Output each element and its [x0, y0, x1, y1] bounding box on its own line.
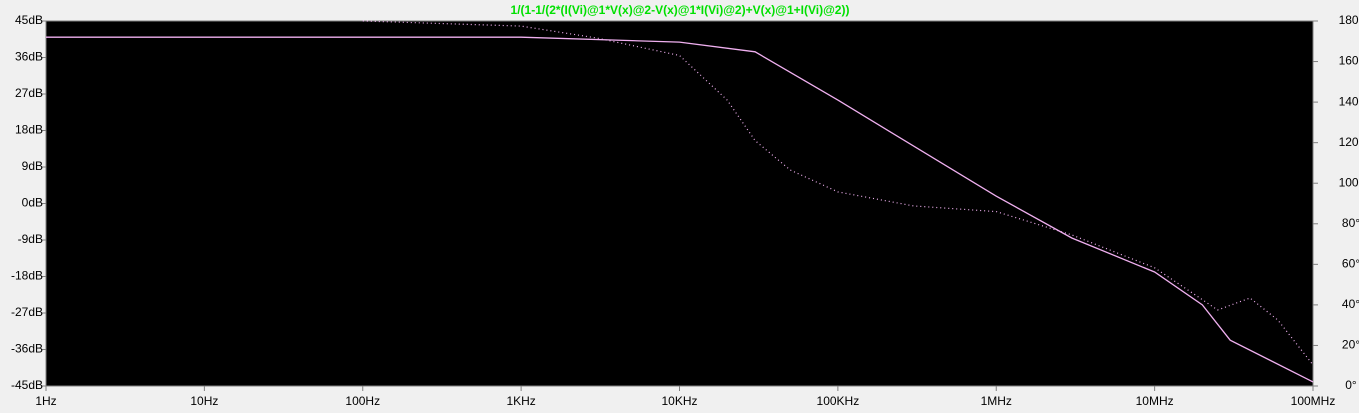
y-tick-label: 0dB	[22, 196, 43, 210]
y-tick-label: 27dB	[15, 86, 43, 100]
y2-tick-label: 40°	[1342, 297, 1359, 311]
x-tick-label: 10MHz	[1136, 394, 1174, 408]
y2-tick-label: 80°	[1342, 216, 1359, 230]
y-tick-label: 18dB	[15, 123, 43, 137]
y-tick-label: 36dB	[15, 50, 43, 64]
x-tick-label: 100MHz	[1291, 394, 1336, 408]
chart-title: 1/(1-1/(2*(I(Vi)@1*V(x)@2-V(x)@1*I(Vi)@2…	[511, 3, 850, 17]
y2-tick-label: 140°	[1339, 94, 1359, 108]
y2-tick-label: 160°	[1339, 54, 1359, 68]
x-tick-label: 1Hz	[35, 394, 56, 408]
y-tick-label: -27dB	[11, 305, 43, 319]
y-tick-label: -36dB	[11, 342, 43, 356]
y2-tick-label: 180°	[1339, 13, 1359, 27]
y2-tick-label: 60°	[1342, 257, 1359, 271]
y-tick-label: -18dB	[11, 269, 43, 283]
plot-area	[45, 20, 1314, 387]
y2-tick-label: 20°	[1342, 338, 1359, 352]
x-tick-label: 100Hz	[345, 394, 380, 408]
x-tick-label: 10Hz	[190, 394, 218, 408]
y-tick-label: 9dB	[22, 159, 43, 173]
y2-tick-label: 100°	[1339, 175, 1359, 189]
x-tick-label: 1KHz	[506, 394, 535, 408]
x-tick-label: 1MHz	[981, 394, 1012, 408]
x-tick-label: 100KHz	[817, 394, 860, 408]
series-line	[46, 36, 1314, 383]
y2-tick-label: 120°	[1339, 135, 1359, 149]
y-tick-label: -9dB	[18, 232, 43, 246]
y2-tick-label: 0°	[1345, 378, 1357, 392]
x-tick-label: 10KHz	[661, 394, 697, 408]
y-tick-label: -45dB	[11, 378, 43, 392]
y-tick-label: 45dB	[15, 13, 43, 27]
